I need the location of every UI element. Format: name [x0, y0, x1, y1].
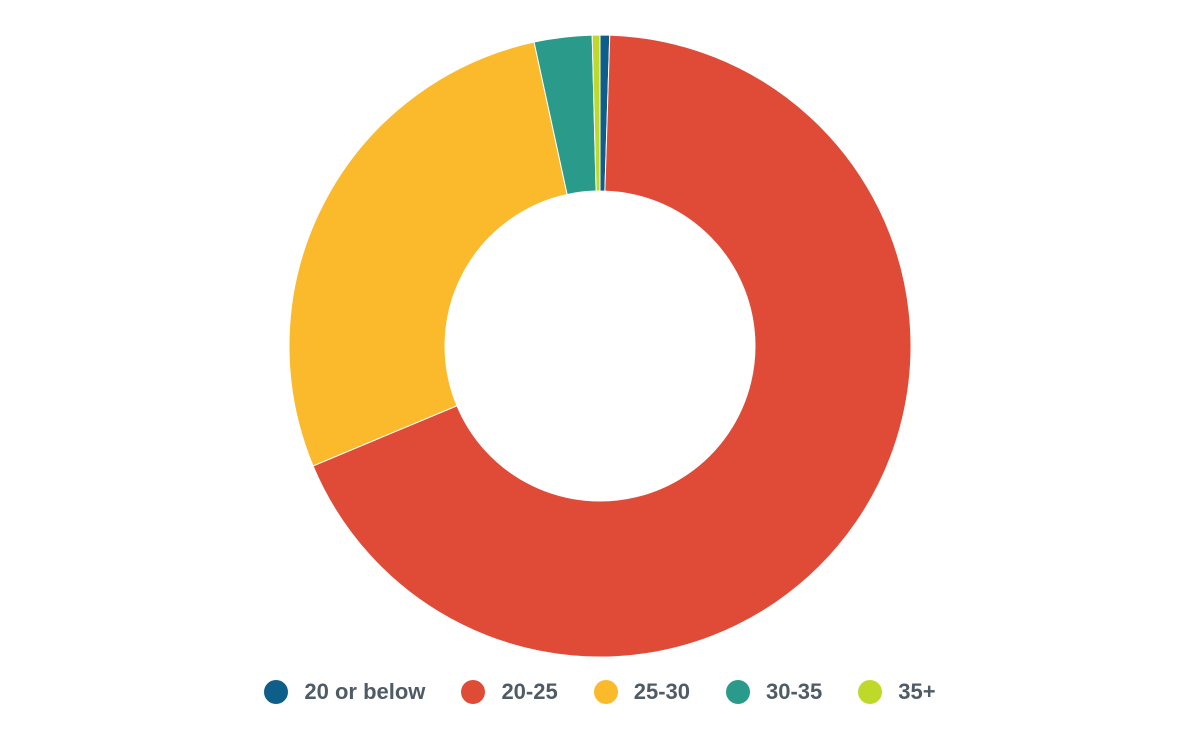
legend-item-35-plus[interactable]: 35+ — [858, 679, 936, 705]
legend-dot — [726, 680, 750, 704]
legend-dot — [858, 680, 883, 704]
slices-group — [288, 34, 912, 658]
legend-dot — [593, 680, 618, 704]
legend-label: 20-25 — [501, 679, 558, 704]
legend-dot — [264, 680, 289, 704]
legend-item-25-30[interactable]: 25-30 — [593, 679, 690, 705]
legend-dot — [461, 680, 486, 704]
legend-label: 25-30 — [633, 679, 690, 704]
legend-item-20-or-below[interactable]: 20 or below — [264, 679, 425, 705]
legend: 20 or below 20-25 25-30 30-35 35+ — [0, 672, 1200, 712]
legend-label: 30-35 — [766, 679, 823, 704]
slice-20-25[interactable] — [312, 34, 912, 658]
slice-25-30[interactable] — [288, 41, 568, 467]
slice-35-plus[interactable] — [591, 34, 601, 192]
legend-item-30-35[interactable]: 30-35 — [726, 679, 822, 705]
legend-label: 20 or below — [304, 679, 426, 704]
donut-chart — [288, 34, 912, 658]
legend-item-20-25[interactable]: 20-25 — [461, 679, 558, 705]
legend-label: 35+ — [898, 679, 936, 704]
